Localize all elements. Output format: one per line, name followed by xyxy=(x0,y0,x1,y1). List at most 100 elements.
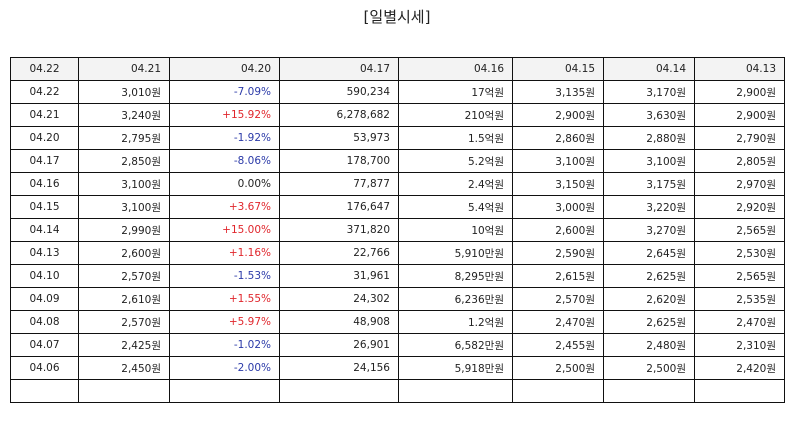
table-cell: 6,582만원 xyxy=(398,333,513,357)
table-cell: +5.97% xyxy=(169,310,280,334)
table-cell: 04.13 xyxy=(10,241,79,265)
table-cell xyxy=(398,379,513,403)
table-cell: 3,175원 xyxy=(603,172,695,196)
table-cell: 04.08 xyxy=(10,310,79,334)
table-cell: 04.15 xyxy=(10,195,79,219)
table-cell: +1.55% xyxy=(169,287,280,311)
table-cell: -1.53% xyxy=(169,264,280,288)
table-cell: 3,135원 xyxy=(512,80,604,104)
table-row: 04.10 2,570원 -1.53% 31,961 8,295만원 2,615원 2,62… xyxy=(10,264,785,288)
table-cell: 2,625원 xyxy=(603,264,695,288)
table-cell: 5,910만원 xyxy=(398,241,513,265)
table-cell: 24,156 xyxy=(279,356,399,380)
table-cell: 04.06 xyxy=(10,356,79,380)
table-cell: 178,700 xyxy=(279,149,399,173)
table-cell: 04.14 xyxy=(10,218,79,242)
table-row: 04.13 2,600원 +1.16% 22,766 5,910만원 2,590원 2,64… xyxy=(10,241,785,265)
table-cell: 53,973 xyxy=(279,126,399,150)
table-cell: 2,535원 xyxy=(694,287,785,311)
table-cell: 2,850원 xyxy=(78,149,170,173)
daily-price-table: 04.22 04.21 04.20 04.17 04.16 04.15 04.14 04.13… xyxy=(10,57,785,403)
table-cell: -7.09% xyxy=(169,80,280,104)
table-cell: 8,295만원 xyxy=(398,264,513,288)
table-cell: 3,100원 xyxy=(78,195,170,219)
table-cell: 2,900원 xyxy=(694,103,785,127)
table-row: 04.14 2,990원 +15.00% 371,820 10억원 2,600원 3,270… xyxy=(10,218,785,242)
table-cell: 17억원 xyxy=(398,80,513,104)
table-cell: 1.5억원 xyxy=(398,126,513,150)
table-cell: 2,600원 xyxy=(78,241,170,265)
table-cell: -2.00% xyxy=(169,356,280,380)
table-cell: 5,918만원 xyxy=(398,356,513,380)
table-cell: 5.2억원 xyxy=(398,149,513,173)
table-cell: -1.92% xyxy=(169,126,280,150)
table-cell: 2,620원 xyxy=(603,287,695,311)
table-cell: 210억원 xyxy=(398,103,513,127)
table-cell: 2,570원 xyxy=(78,310,170,334)
table-cell: 04.10 xyxy=(10,264,79,288)
table-cell xyxy=(279,379,399,403)
table-cell: 3,270원 xyxy=(603,218,695,242)
table-cell: 04.16 xyxy=(398,57,513,81)
table-cell: 3,150원 xyxy=(512,172,604,196)
table-cell: 04.13 xyxy=(694,57,785,81)
table-header-row: 04.22 04.21 04.20 04.17 04.16 04.15 04.14 04.13 xyxy=(10,57,785,81)
table-cell: 26,901 xyxy=(279,333,399,357)
table-cell: +1.16% xyxy=(169,241,280,265)
table-cell: 2,880원 xyxy=(603,126,695,150)
table-cell: 2,480원 xyxy=(603,333,695,357)
table-cell: 2,570원 xyxy=(78,264,170,288)
table-cell: 3,630원 xyxy=(603,103,695,127)
table-cell: 6,278,682 xyxy=(279,103,399,127)
table-cell: 3,100원 xyxy=(603,149,695,173)
table-cell: 04.14 xyxy=(603,57,695,81)
table-cell: 2,615원 xyxy=(512,264,604,288)
table-cell xyxy=(694,379,785,403)
table-cell: 2,470원 xyxy=(694,310,785,334)
table-cell: 2,450원 xyxy=(78,356,170,380)
table-cell: 2,470원 xyxy=(512,310,604,334)
table-cell: 2,570원 xyxy=(512,287,604,311)
table-cell: 04.22 xyxy=(10,80,79,104)
table-cell: 2,795원 xyxy=(78,126,170,150)
table-cell: 2,610원 xyxy=(78,287,170,311)
table-cell: -8.06% xyxy=(169,149,280,173)
table-row: 04.22 3,010원 -7.09% 590,234 17억원 3,135원 3,170원… xyxy=(10,80,785,104)
table-cell: 371,820 xyxy=(279,218,399,242)
table-cell: 3,100원 xyxy=(78,172,170,196)
table-cell: 1.2억원 xyxy=(398,310,513,334)
table-cell: 24,302 xyxy=(279,287,399,311)
table-cell: 3,100원 xyxy=(512,149,604,173)
page-title: [일별시세] xyxy=(363,8,431,26)
table-cell: 2,990원 xyxy=(78,218,170,242)
table-cell: 2,310원 xyxy=(694,333,785,357)
table-cell: 77,877 xyxy=(279,172,399,196)
table-cell xyxy=(78,379,170,403)
table-cell: 2,600원 xyxy=(512,218,604,242)
table-cell: 04.20 xyxy=(169,57,280,81)
table-row: 04.15 3,100원 +3.67% 176,647 5.4억원 3,000원 3,220… xyxy=(10,195,785,219)
table-cell: 2,920원 xyxy=(694,195,785,219)
table-cell: 3,000원 xyxy=(512,195,604,219)
table-row: 04.07 2,425원 -1.02% 26,901 6,582만원 2,455원 2,48… xyxy=(10,333,785,357)
table-cell: 04.16 xyxy=(10,172,79,196)
table-cell: 04.17 xyxy=(279,57,399,81)
table-cell: 0.00% xyxy=(169,172,280,196)
table-row: 04.21 3,240원 +15.92% 6,278,682 210억원 2,900원 3,… xyxy=(10,103,785,127)
table-cell: 04.21 xyxy=(10,103,79,127)
table-cell: 04.15 xyxy=(512,57,604,81)
table-cell: 3,220원 xyxy=(603,195,695,219)
table-cell xyxy=(603,379,695,403)
table-cell: 2,565원 xyxy=(694,264,785,288)
table-cell: 2,500원 xyxy=(512,356,604,380)
table-cell: 5.4억원 xyxy=(398,195,513,219)
table-cell: 2,900원 xyxy=(512,103,604,127)
table-cell: +3.67% xyxy=(169,195,280,219)
table-cell: 04.21 xyxy=(78,57,170,81)
table-cell: 2,970원 xyxy=(694,172,785,196)
table-cell: 6,236만원 xyxy=(398,287,513,311)
table-cell: 2,565원 xyxy=(694,218,785,242)
table-cell: 2,455원 xyxy=(512,333,604,357)
table-cell: 04.22 xyxy=(10,57,79,81)
table-cell xyxy=(169,379,280,403)
